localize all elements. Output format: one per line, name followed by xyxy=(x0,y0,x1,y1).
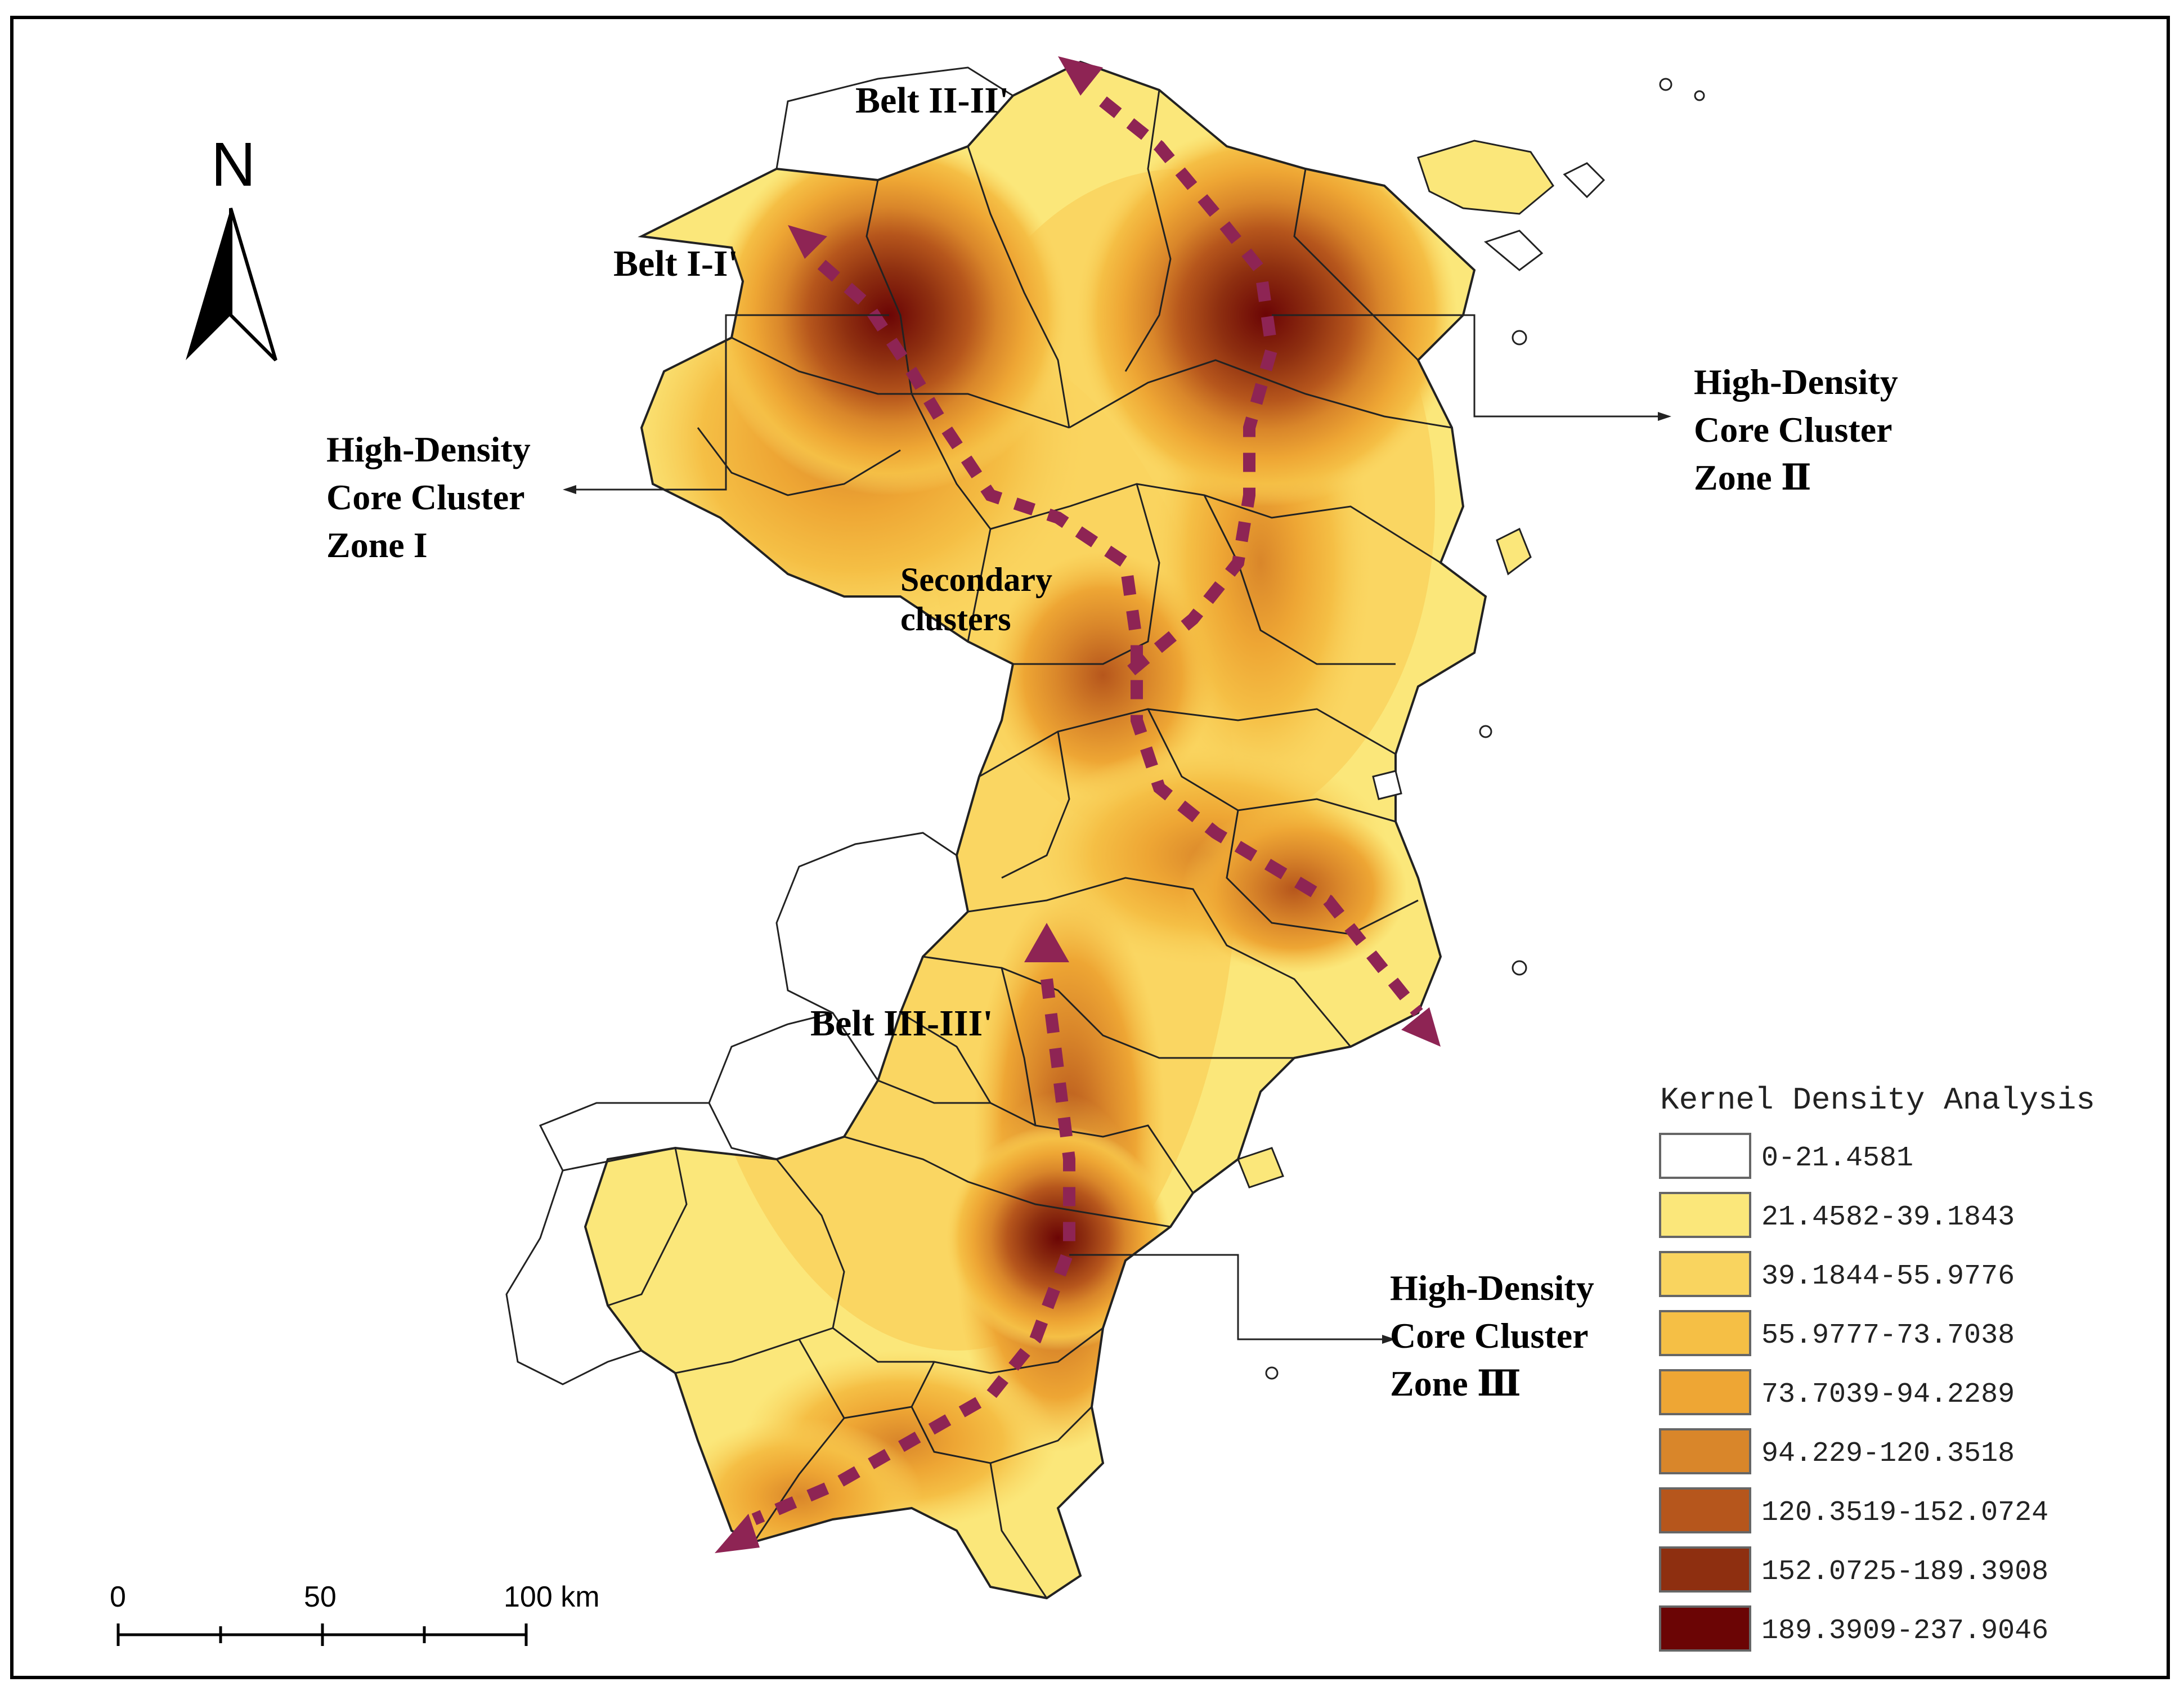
zone2-line1: High-Density xyxy=(1694,362,1898,402)
legend-swatch-2 xyxy=(1659,1251,1751,1297)
legend-label-2: 39.1844-55.9776 xyxy=(1761,1261,2015,1293)
belt-1-start-arrowhead xyxy=(788,225,827,259)
legend-label-1: 21.4582-39.1843 xyxy=(1761,1201,2015,1234)
density-surface xyxy=(585,62,1486,1598)
scale-label-50: 50 xyxy=(304,1581,337,1613)
legend: Kernel Density Analysis 0-21.4581 21.4582… xyxy=(1659,1082,2095,1652)
north-arrow-right-half xyxy=(229,208,277,362)
scale-label-0: 0 xyxy=(110,1581,126,1613)
legend-label-3: 55.9777-73.7038 xyxy=(1761,1320,2015,1352)
zone1-line3: Zone I xyxy=(326,525,428,565)
secondary-clusters-label: Secondary clusters xyxy=(900,561,1052,638)
legend-label-6: 120.3519-152.0724 xyxy=(1761,1497,2048,1529)
legend-label-4: 73.7039-94.2289 xyxy=(1761,1379,2015,1411)
zone1-label: High-Density Core Cluster Zone I xyxy=(326,429,531,565)
belt-2-path xyxy=(1099,96,1279,680)
north-arrow-label: N xyxy=(211,130,255,199)
belt-3-path xyxy=(751,978,1075,1526)
legend-swatch-3 xyxy=(1659,1310,1751,1356)
secondary-line2: clusters xyxy=(900,600,1011,638)
zone2-line2: Core Cluster xyxy=(1694,410,1892,450)
north-arrow: N xyxy=(186,130,277,362)
legend-swatch-5 xyxy=(1659,1428,1751,1474)
north-arrow-left-half xyxy=(186,208,231,360)
zone3-line2: Core Cluster xyxy=(1390,1316,1589,1356)
admin-boundaries xyxy=(505,60,1487,1600)
zone1-leader-arrowhead xyxy=(563,485,576,494)
leader-lines xyxy=(574,314,1660,1340)
zone2-line3: Zone Ⅱ xyxy=(1694,457,1811,497)
legend-swatch-7 xyxy=(1659,1546,1751,1593)
secondary-line1: Secondary xyxy=(900,561,1052,598)
zone2-leader-arrowhead xyxy=(1658,412,1671,421)
zone3-line3: Zone Ⅲ xyxy=(1390,1363,1521,1403)
belt-3-start-arrowhead xyxy=(1024,923,1069,962)
legend-title: Kernel Density Analysis xyxy=(1660,1082,2095,1118)
legend-swatch-6 xyxy=(1659,1487,1751,1533)
zone3-label: High-Density Core Cluster Zone Ⅲ xyxy=(1390,1268,1594,1403)
scale-label-100: 100 km xyxy=(504,1581,600,1613)
zone2-label: High-Density Core Cluster Zone Ⅱ xyxy=(1694,362,1898,497)
legend-swatch-0 xyxy=(1659,1133,1751,1179)
belt-1-end-arrowhead xyxy=(1401,1007,1441,1047)
legend-swatch-4 xyxy=(1659,1369,1751,1415)
legend-label-5: 94.229-120.3518 xyxy=(1761,1438,2015,1470)
zone1-line1: High-Density xyxy=(326,429,531,469)
belt-3-end-arrowhead xyxy=(715,1514,760,1553)
islands xyxy=(1237,78,1705,1380)
legend-swatch-1 xyxy=(1659,1192,1751,1238)
belt-1-label: Belt I-I' xyxy=(613,243,738,284)
legend-label-7: 152.0725-189.3908 xyxy=(1761,1556,2048,1588)
scale-bar: 0 50 100 km xyxy=(110,1581,600,1646)
zone3-line1: High-Density xyxy=(1390,1268,1594,1308)
belt-2-start-arrowhead xyxy=(1058,56,1103,96)
belt-3-label: Belt III-III' xyxy=(810,1003,993,1044)
belt-2-label: Belt II-II' xyxy=(855,80,1009,121)
belt-arrows xyxy=(715,56,1441,1553)
zone1-line2: Core Cluster xyxy=(326,477,525,517)
legend-label-8: 189.3909-237.9046 xyxy=(1761,1615,2048,1647)
legend-label-0: 0-21.4581 xyxy=(1761,1142,1913,1174)
zone3-leader-arrowhead xyxy=(1382,1335,1396,1344)
legend-swatch-8 xyxy=(1659,1605,1751,1652)
belt-1-path xyxy=(817,259,1423,1017)
